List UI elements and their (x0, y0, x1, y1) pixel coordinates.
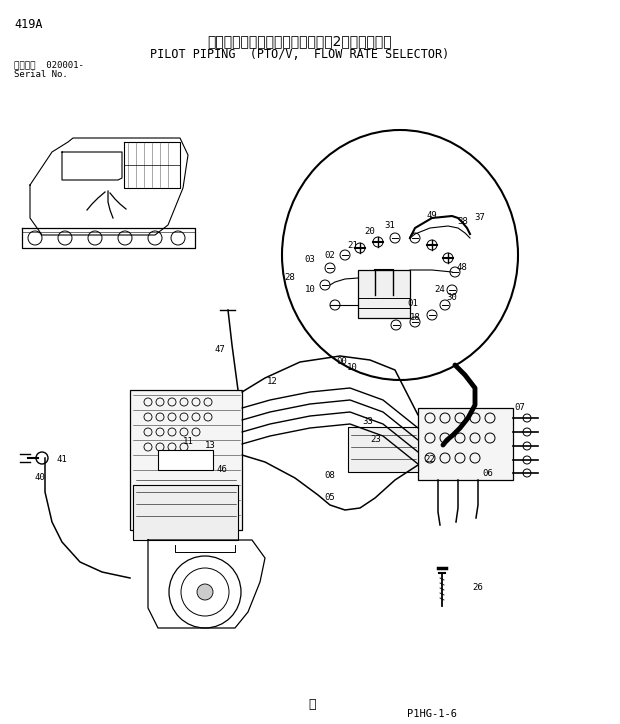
Text: 419A: 419A (14, 18, 43, 31)
Text: 46: 46 (216, 466, 228, 474)
Text: 24: 24 (435, 285, 445, 295)
Text: PILOT PIPING  (PTO/V,  FLOW RATE SELECTOR): PILOT PIPING (PTO/V, FLOW RATE SELECTOR) (151, 48, 450, 61)
Bar (348, 427, 418, 472)
Text: 47: 47 (215, 345, 226, 355)
Text: 13: 13 (205, 440, 215, 450)
Text: 18: 18 (410, 313, 420, 322)
Text: 12: 12 (267, 377, 277, 387)
Ellipse shape (282, 130, 518, 380)
Text: 通用号機  020001-: 通用号機 020001- (14, 60, 84, 69)
Text: 08: 08 (325, 471, 335, 481)
Text: 28: 28 (285, 274, 295, 282)
Text: 05: 05 (325, 494, 335, 502)
Circle shape (197, 584, 213, 600)
Text: 00: 00 (337, 358, 347, 366)
Text: 30: 30 (446, 293, 458, 303)
Text: Serial No.: Serial No. (14, 70, 68, 79)
Text: 21: 21 (348, 242, 358, 251)
Text: 01: 01 (407, 298, 419, 308)
Text: 10: 10 (304, 285, 316, 295)
Text: 48: 48 (456, 264, 467, 272)
Bar (358, 270, 410, 318)
Text: 20: 20 (365, 227, 375, 237)
Text: 41: 41 (56, 455, 68, 465)
Bar (133, 485, 238, 540)
Text: ⓐ: ⓐ (308, 697, 316, 710)
Text: 06: 06 (482, 469, 494, 479)
Text: 11: 11 (183, 437, 193, 447)
Text: 26: 26 (472, 584, 484, 592)
Bar (418, 408, 513, 480)
Text: 10: 10 (347, 363, 357, 373)
Text: 38: 38 (458, 217, 468, 227)
Text: P1HG-1-6: P1HG-1-6 (407, 709, 457, 719)
Text: 40: 40 (35, 473, 45, 482)
Text: 23: 23 (371, 436, 381, 445)
Text: 22: 22 (425, 455, 435, 465)
Text: 07: 07 (515, 403, 525, 413)
Text: 37: 37 (475, 214, 485, 222)
Text: パイロット配管（ＰＴＯ／Ｖ，　2連切換併用）: パイロット配管（ＰＴＯ／Ｖ， 2連切換併用） (208, 34, 392, 48)
Text: 02: 02 (325, 251, 335, 259)
Text: 03: 03 (304, 256, 316, 264)
Text: 31: 31 (384, 222, 396, 230)
Text: 33: 33 (363, 418, 373, 426)
Bar (158, 450, 213, 470)
Text: 49: 49 (427, 211, 437, 221)
Bar (130, 390, 242, 530)
